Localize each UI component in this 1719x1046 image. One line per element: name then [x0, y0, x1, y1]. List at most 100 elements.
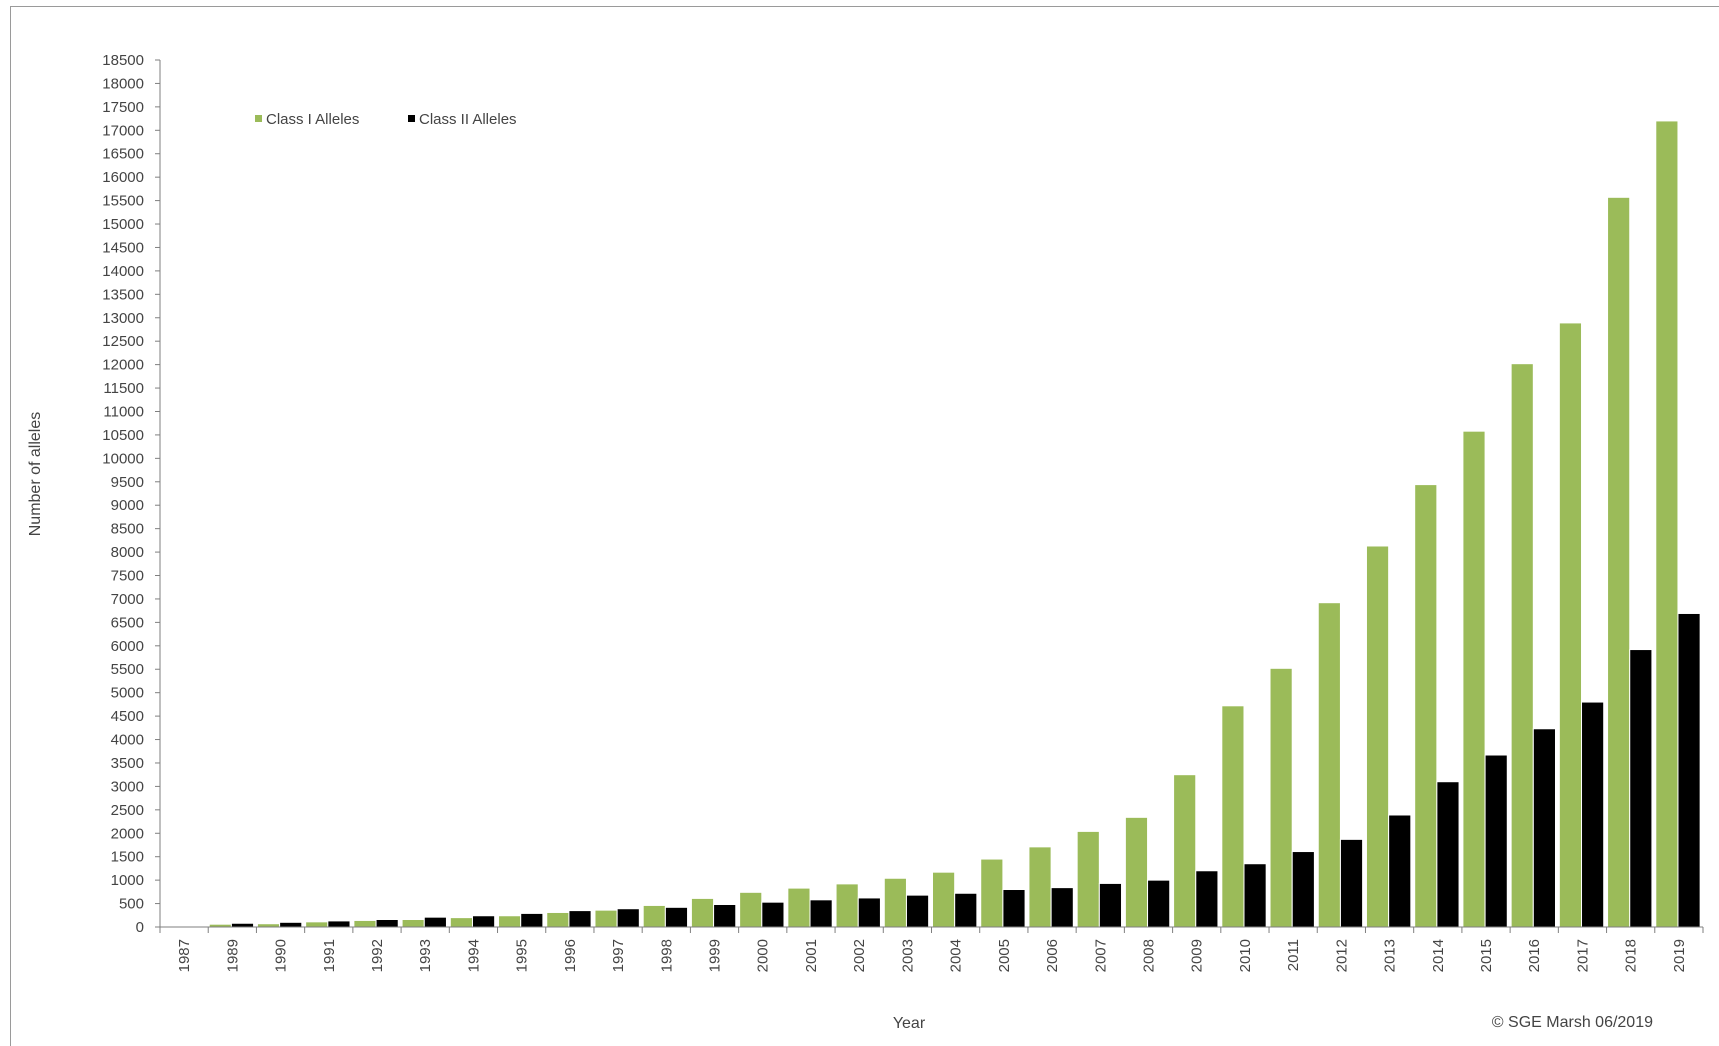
x-tick-label: 2002: [851, 939, 868, 972]
y-tick-label: 7500: [111, 568, 144, 585]
y-tick-label: 1500: [111, 849, 144, 866]
x-axis-title: Year: [893, 1015, 926, 1032]
class-i-bar-1991: [305, 921, 329, 928]
y-tick-label: 18500: [102, 52, 144, 69]
y-tick-label: 13500: [102, 286, 144, 303]
x-tick-label: 1997: [610, 939, 627, 972]
y-tick-label: 11500: [103, 380, 144, 397]
x-tick-label: 2005: [996, 939, 1013, 972]
class-i-bar-2019: [1655, 120, 1679, 928]
y-tick-label: 9000: [111, 497, 144, 514]
class-ii-bar-2001: [809, 899, 833, 928]
class-i-bar-2017: [1558, 322, 1583, 928]
class-i-bar-1996: [546, 911, 570, 928]
y-tick-label: 12000: [102, 357, 144, 374]
class-i-bar-2001: [787, 887, 811, 928]
axes-layer: 0 500 1000 1500 2000 2500 3000 3500 4000 4500 5000…: [102, 52, 1704, 972]
class-ii-bar-1998: [664, 906, 689, 928]
y-tick-label: 6000: [111, 638, 144, 655]
class-ii-bar-2009: [1195, 870, 1219, 928]
legend: Class I Alleles Class II Alleles: [255, 111, 517, 128]
x-tick-label: 2018: [1623, 939, 1640, 972]
class-i-bar-2006: [1028, 846, 1052, 928]
class-ii-bar-2014: [1436, 781, 1460, 928]
legend-label-class-i: Class I Alleles: [266, 111, 359, 128]
y-tick-label: 7000: [111, 591, 144, 608]
class-ii-bar-2006: [1050, 887, 1074, 928]
class-ii-bar-1990: [279, 921, 303, 928]
y-tick-label: 0: [136, 919, 144, 936]
y-tick-label: 10000: [102, 450, 144, 467]
class-ii-bar-2018: [1629, 649, 1653, 928]
y-tick-label: 17500: [102, 99, 144, 116]
class-i-bar-2004: [932, 871, 956, 928]
y-tick-label: 500: [119, 896, 144, 913]
x-tick-label: 1996: [562, 939, 579, 972]
chart-frame: [10, 6, 1719, 1046]
class-i-bar-2003: [883, 877, 907, 928]
class-i-bar-2018: [1607, 196, 1631, 928]
y-tick-label: 8500: [111, 521, 144, 538]
x-tick-label: 1994: [465, 939, 482, 972]
class-ii-bar-2011: [1291, 851, 1315, 928]
y-tick-label: 13000: [102, 310, 144, 327]
x-tick-label: 2010: [1237, 939, 1254, 972]
class-i-bar-1999: [690, 897, 715, 928]
class-i-bar-1994: [449, 917, 473, 928]
y-tick-label: 14000: [102, 263, 144, 280]
y-tick-label: 14500: [102, 239, 144, 256]
y-tick-label: 8000: [111, 544, 144, 561]
class-i-bar-2010: [1221, 705, 1245, 928]
class-ii-bar-1991: [327, 920, 351, 928]
class-ii-bar-1999: [713, 904, 737, 928]
y-tick-label: 18000: [102, 75, 144, 92]
class-i-bar-2016: [1510, 363, 1534, 928]
class-ii-bar-1996: [568, 910, 592, 928]
class-ii-bar-1994: [471, 915, 496, 928]
y-tick-label: 5000: [111, 685, 144, 702]
y-tick-label: 1000: [111, 872, 144, 889]
x-tick-label: 2014: [1430, 939, 1447, 972]
x-tick-label: 2011: [1285, 939, 1302, 971]
class-ii-bar-2017: [1581, 701, 1605, 928]
x-tick-label: 2007: [1092, 939, 1109, 972]
bars-layer: [160, 120, 1701, 928]
class-ii-bar-2019: [1677, 612, 1701, 928]
class-ii-bar-2013: [1388, 814, 1412, 928]
x-tick-label: 2006: [1044, 939, 1061, 972]
x-tick-label: 1990: [273, 939, 290, 972]
legend-swatch-class-i: [255, 115, 262, 122]
class-ii-bar-2016: [1532, 728, 1556, 928]
class-i-bar-2014: [1414, 484, 1438, 928]
class-i-bar-1993: [401, 919, 425, 928]
class-ii-bar-2002: [857, 897, 881, 928]
y-tick-label: 3000: [111, 778, 144, 795]
class-ii-bar-1992: [375, 919, 399, 928]
y-tick-label: 2000: [111, 825, 144, 842]
y-tick-label: 4500: [111, 708, 144, 725]
class-i-bar-2011: [1269, 667, 1293, 928]
class-ii-bar-1995: [520, 912, 544, 928]
y-axis-title: Number of alleles: [27, 412, 44, 537]
class-ii-bar-2015: [1484, 754, 1508, 928]
y-tick-label: 15500: [102, 193, 144, 210]
x-tick-label: 1995: [514, 939, 531, 972]
class-i-bar-1997: [594, 909, 618, 928]
class-ii-bar-2004: [954, 892, 978, 928]
y-tick-label: 15000: [102, 216, 144, 233]
y-tick-label: 16000: [102, 169, 144, 186]
class-i-bar-2005: [980, 858, 1004, 928]
class-i-bar-2013: [1365, 545, 1390, 928]
copyright-annotation: © SGE Marsh 06/2019: [1492, 1014, 1653, 1031]
x-tick-label: 2012: [1333, 939, 1350, 972]
class-ii-bar-2000: [761, 901, 785, 928]
y-tick-label: 5500: [111, 661, 144, 678]
x-tick-label: 2008: [1140, 939, 1157, 972]
x-tick-label: 2000: [755, 939, 772, 972]
class-i-bar-2007: [1076, 830, 1100, 928]
legend-label-class-ii: Class II Alleles: [419, 111, 517, 128]
x-tick-label: 1992: [369, 939, 386, 972]
y-tick-label: 2500: [111, 802, 144, 819]
class-ii-bar-2008: [1147, 879, 1171, 928]
